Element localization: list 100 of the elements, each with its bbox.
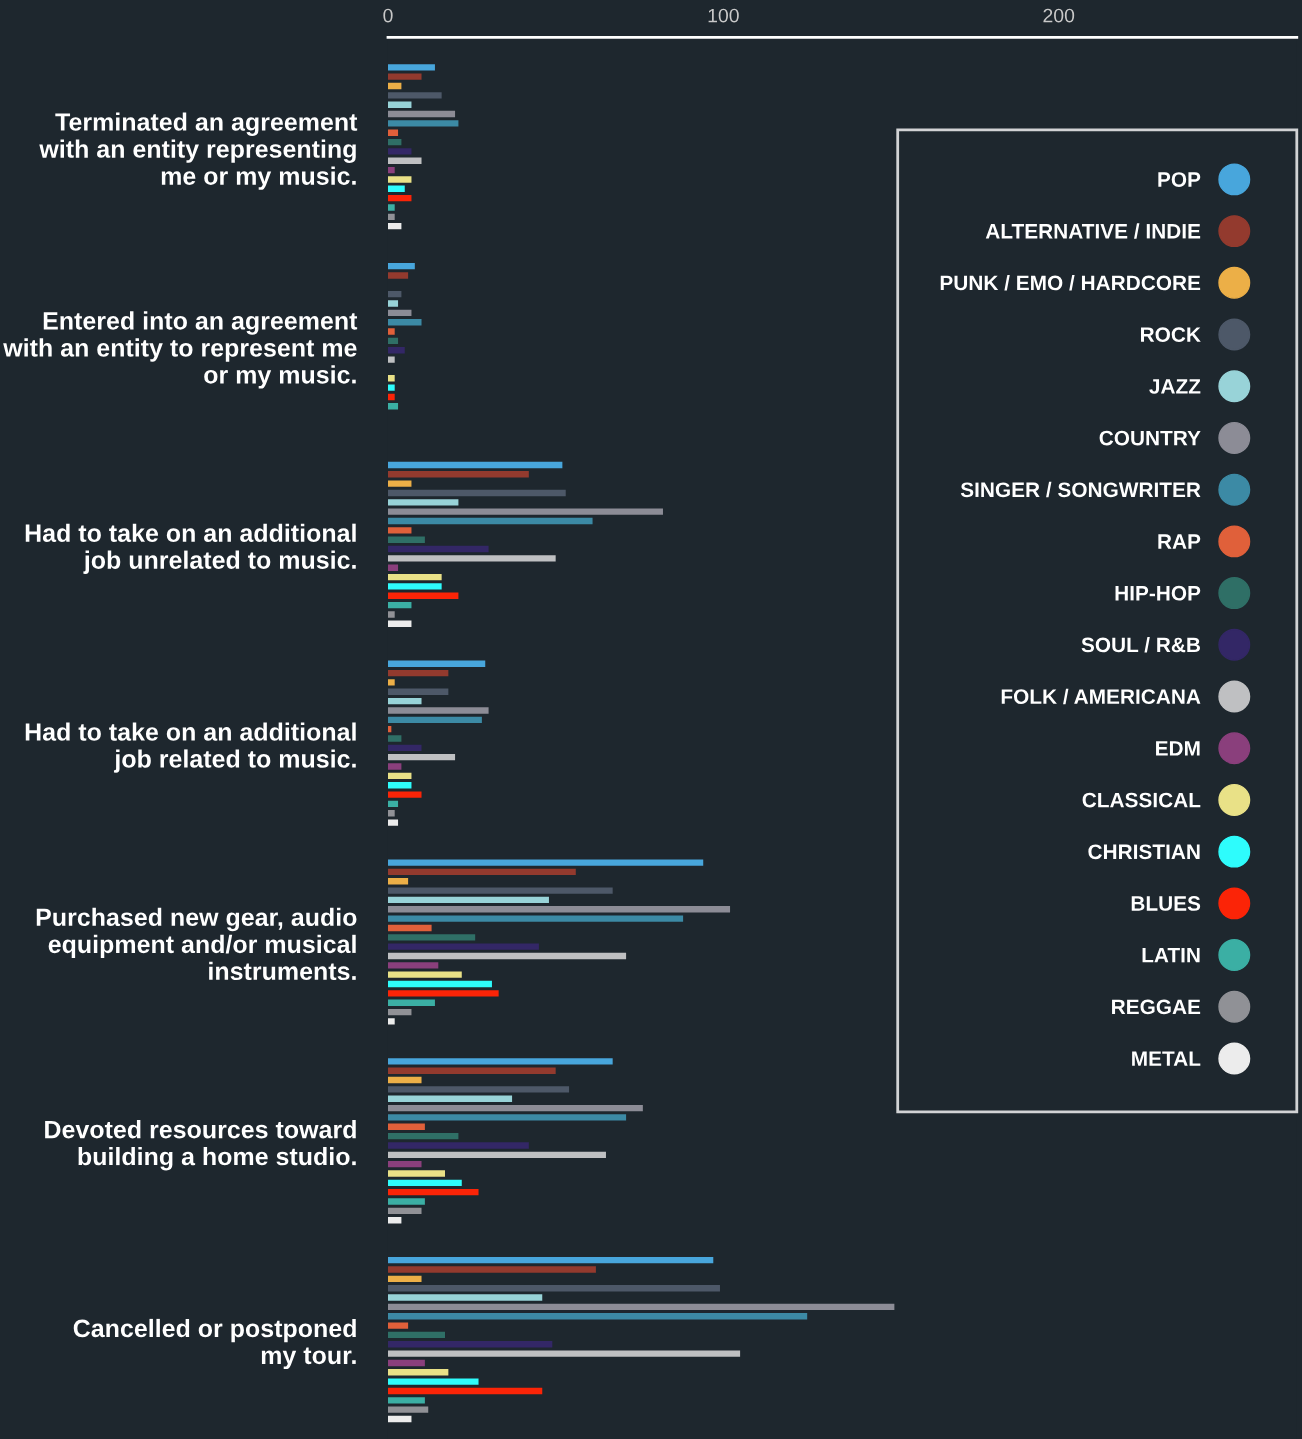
- bar: [388, 1285, 720, 1292]
- bar: [388, 707, 489, 714]
- bar: [388, 697, 422, 705]
- y-tick-label: Terminated an agreement with an entity representing me or my music.: [39, 112, 358, 190]
- bar: [388, 962, 439, 969]
- bar: [388, 782, 412, 789]
- bar: [388, 194, 412, 202]
- bar: [388, 92, 442, 99]
- bar: [388, 185, 405, 192]
- bar: [388, 393, 395, 401]
- bar: [388, 1058, 613, 1065]
- bar: [388, 148, 412, 155]
- bar: [388, 82, 402, 90]
- bar: [388, 868, 576, 876]
- bar: [388, 906, 731, 913]
- bar: [388, 290, 402, 298]
- bar: [388, 934, 476, 941]
- bar: [388, 1076, 422, 1084]
- bar: [388, 669, 449, 677]
- bar: [388, 1350, 741, 1357]
- bar: [388, 545, 489, 553]
- legend-label: SINGER / SONGWRITER: [960, 481, 1201, 498]
- bar: [388, 1415, 412, 1423]
- x-tick-label: 100: [708, 8, 739, 23]
- legend-label: CHRISTIAN: [1088, 844, 1200, 860]
- legend-label: RAP: [1158, 534, 1201, 549]
- bar: [388, 101, 412, 108]
- bar: [388, 337, 399, 345]
- legend-label: HIP-HOP: [1115, 585, 1201, 601]
- bar: [388, 660, 486, 667]
- bar: [388, 1359, 425, 1367]
- bar: [388, 527, 412, 534]
- bar: [388, 887, 613, 894]
- bar: [388, 1207, 422, 1215]
- bar: [388, 1114, 627, 1121]
- bar: [388, 489, 566, 497]
- bar: [388, 176, 412, 183]
- bar: [388, 564, 399, 571]
- bar: [388, 915, 684, 922]
- bar: [388, 517, 593, 525]
- y-tick-label: Devoted resources toward building a home studio.: [45, 1120, 356, 1171]
- bar: [388, 272, 409, 279]
- legend-label: POP: [1158, 172, 1201, 187]
- bar: [388, 64, 435, 71]
- bar: [388, 375, 395, 382]
- bar: [388, 1160, 422, 1168]
- bar: [388, 1256, 714, 1264]
- bar: [388, 1397, 425, 1404]
- bar: [388, 819, 399, 826]
- bar: [388, 166, 395, 174]
- bar: [388, 471, 529, 478]
- legend-label: CLASSICAL: [1082, 792, 1201, 808]
- bar: [388, 1303, 895, 1311]
- bar: [388, 1132, 459, 1140]
- legend-label: REGGAE: [1112, 999, 1201, 1015]
- bar: [388, 1095, 513, 1102]
- bar: [388, 772, 412, 780]
- bar: [388, 120, 459, 127]
- legend-label: METAL: [1132, 1051, 1201, 1066]
- bar: [388, 110, 456, 118]
- bar: [388, 204, 395, 211]
- x-tick-label: 200: [1043, 8, 1075, 23]
- bar: [388, 735, 402, 742]
- bar: [388, 1086, 570, 1093]
- bar: [388, 1387, 543, 1395]
- bar: [388, 943, 539, 950]
- y-tick-label: Entered into an agreement with an entity to represent me or my music.: [3, 311, 358, 389]
- bar: [388, 1406, 429, 1413]
- bar: [388, 924, 432, 932]
- bar: [388, 328, 395, 335]
- x-tick-label: 0: [383, 8, 393, 23]
- bar: [388, 1294, 543, 1301]
- bar: [388, 1067, 556, 1074]
- y-tick-label: Had to take on an additional job unrelated to music.: [25, 523, 356, 574]
- bar: [388, 611, 395, 618]
- bar: [388, 971, 462, 978]
- bar: [388, 157, 422, 164]
- bar: [388, 1018, 395, 1025]
- bar: [388, 990, 499, 997]
- bar: [388, 1123, 425, 1130]
- bar: [388, 573, 442, 581]
- y-tick-label: Had to take on an additional job related to music.: [25, 722, 356, 773]
- bar: [388, 300, 399, 307]
- bar: [388, 1142, 529, 1149]
- bar: [388, 763, 402, 770]
- bar: [388, 800, 399, 808]
- y-tick-label: Cancelled or postponed my tour.: [73, 1318, 356, 1370]
- legend-label: ALTERNATIVE / INDIE: [985, 223, 1201, 239]
- bar: [388, 1266, 596, 1273]
- bar: [388, 592, 459, 599]
- bar: [388, 1378, 479, 1385]
- legend-label: PUNK / EMO / HARDCORE: [940, 275, 1201, 291]
- bar: [388, 620, 412, 627]
- bar: [388, 262, 415, 270]
- legend-label: EDM: [1156, 741, 1200, 756]
- bar: [388, 999, 435, 1006]
- bar: [388, 347, 405, 354]
- bar: [388, 810, 395, 817]
- legend-label: ROCK: [1141, 327, 1201, 343]
- bar: [388, 952, 627, 960]
